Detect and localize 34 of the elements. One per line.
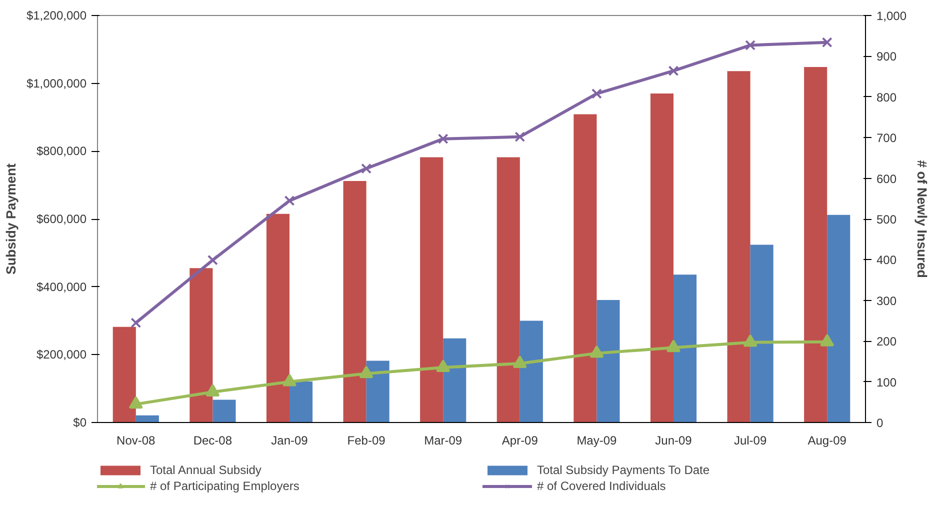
y-tick-label: $600,000 [36,212,87,226]
y2-tick-label: 600 [876,172,897,186]
y2-tick-label: 700 [876,131,897,146]
x-tick-label: Jul-09 [734,434,767,448]
y-tick-label: $0 [73,416,87,430]
y2-tick-label: 900 [876,50,897,64]
y2-tick-label: 200 [876,334,897,349]
y2-tick-label: 400 [876,253,897,268]
y2-tick-label: 800 [876,90,897,104]
y-tick-label: $1,000,000 [26,76,87,90]
x-tick-label: Nov-08 [116,434,156,448]
x-tick-label: Apr-09 [502,434,538,448]
y2-tick-label: 300 [876,294,897,308]
legend-label: # of Covered Individuals [537,478,667,492]
x-tick-label: Mar-09 [424,434,462,448]
y-axis-title: Subsidy Payment [3,162,18,275]
y-tick-label: $1,200,000 [26,8,87,22]
x-tick-label: May-09 [576,434,618,448]
y2-tick-label: 100 [876,375,897,390]
y2-axis-title: # of Newly Insured [914,160,930,278]
x-tick-label: Jan-09 [271,434,308,448]
y-tick-label: $800,000 [36,144,87,158]
x-tick-label: Jun-09 [655,434,692,448]
x-tick-label: Dec-08 [193,434,232,448]
y2-tick-label: 500 [876,212,897,226]
y2-tick-label: 1,000 [876,9,907,23]
y-tick-label: $400,000 [36,280,87,294]
legend-label: # of Participating Employers [150,478,300,492]
x-tick-label: Feb-09 [347,434,386,448]
legend-label: Total Subsidy Payments To Date [537,462,711,476]
y2-tick-label: 0 [876,416,884,430]
y-tick-label: $200,000 [36,348,87,362]
legend-label: Total Annual Subsidy [150,462,262,476]
x-tick-label: Aug-09 [808,434,847,448]
